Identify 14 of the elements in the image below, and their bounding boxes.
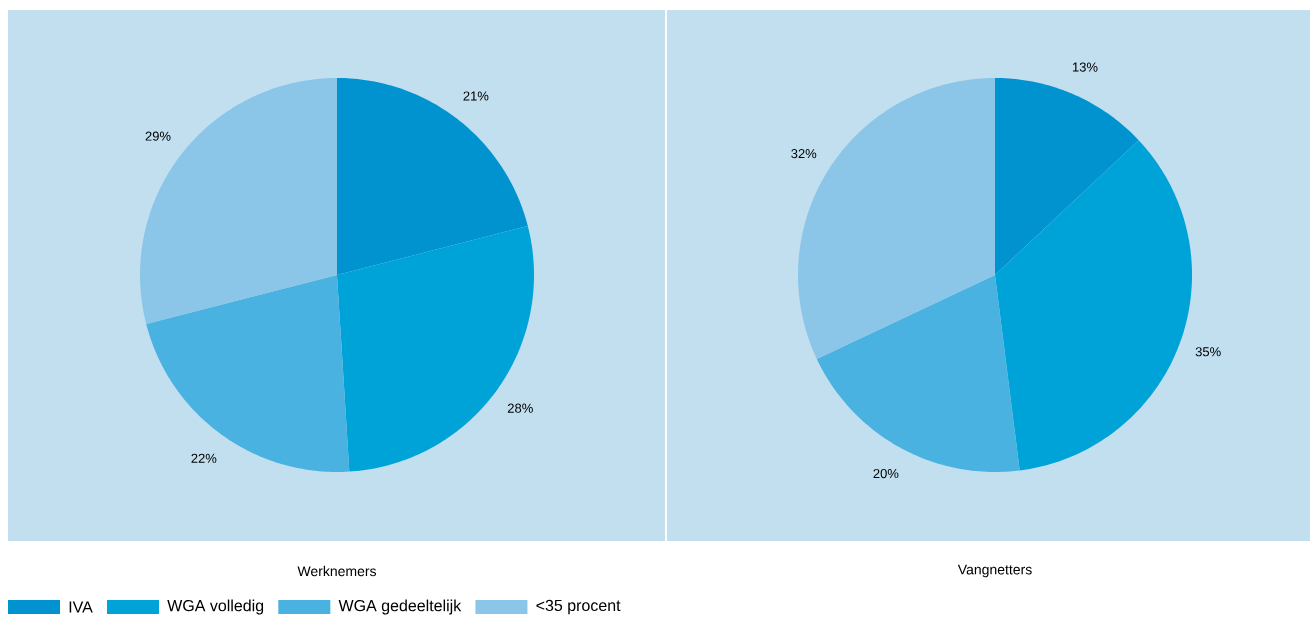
data-label: 32%	[791, 149, 817, 159]
data-label: 20%	[873, 468, 899, 479]
data-label: 29%	[145, 131, 171, 141]
legend-label: IVA	[69, 601, 93, 613]
data-label: 21%	[463, 91, 489, 101]
data-label: 35%	[1195, 347, 1221, 357]
data-label: 22%	[191, 453, 217, 463]
legend-label: WGA gedeeltelijk	[338, 599, 462, 615]
legend-label: WGA volledig	[167, 599, 264, 615]
data-label: 13%	[1072, 62, 1098, 72]
data-label: 28%	[507, 403, 533, 413]
text: Werknemers	[297, 565, 377, 577]
legend-label: <35 procent	[536, 599, 621, 615]
text: Vangnetters	[957, 564, 1032, 578]
